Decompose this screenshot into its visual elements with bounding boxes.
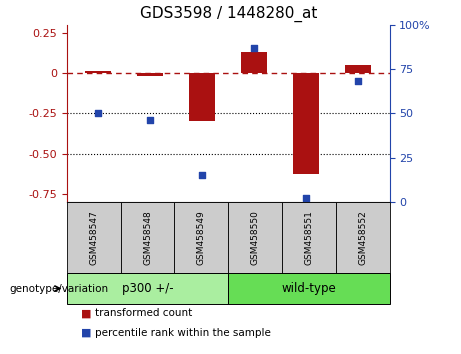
Text: p300 +/-: p300 +/- [122, 282, 173, 295]
Text: ■: ■ [81, 308, 91, 318]
Text: GSM458547: GSM458547 [89, 210, 98, 264]
Text: GSM458552: GSM458552 [358, 210, 367, 264]
Bar [189, 73, 215, 121]
Text: GSM458548: GSM458548 [143, 210, 152, 264]
Bar [85, 72, 111, 73]
Text: GSM458549: GSM458549 [197, 210, 206, 264]
Bar [345, 65, 371, 73]
Point [250, 45, 258, 51]
Point [95, 110, 102, 116]
Text: genotype/variation: genotype/variation [9, 284, 108, 293]
Text: GSM458550: GSM458550 [251, 210, 260, 265]
Text: wild-type: wild-type [282, 282, 336, 295]
Bar [241, 52, 267, 73]
Point [355, 79, 362, 84]
Bar [137, 73, 163, 76]
Text: ■: ■ [81, 328, 91, 338]
Text: GSM458551: GSM458551 [304, 210, 313, 265]
Bar [293, 73, 319, 175]
Text: percentile rank within the sample: percentile rank within the sample [95, 328, 271, 338]
Point [199, 172, 206, 178]
Point [147, 118, 154, 123]
Text: transformed count: transformed count [95, 308, 192, 318]
Title: GDS3598 / 1448280_at: GDS3598 / 1448280_at [140, 6, 317, 22]
Point [302, 195, 310, 201]
